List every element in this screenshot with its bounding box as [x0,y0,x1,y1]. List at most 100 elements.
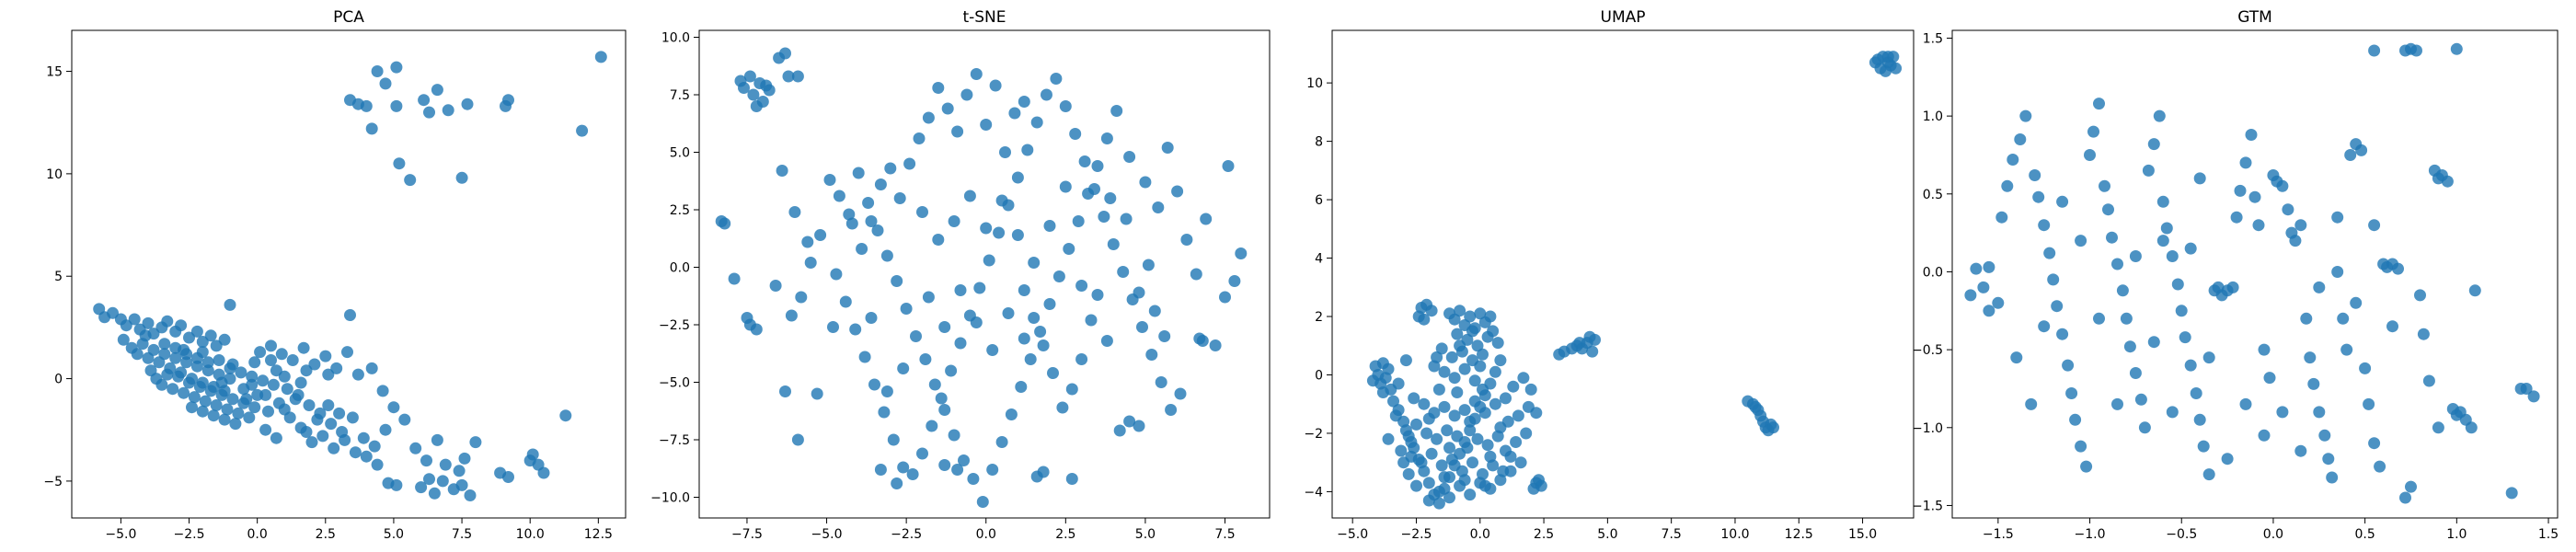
scatter-point [2405,480,2417,493]
scatter-point [289,393,302,406]
scatter-point [1037,339,1050,351]
scatter-point [379,77,392,90]
y-tick-label: 0 [1315,368,1323,383]
scatter-point [2025,397,2038,410]
scatter-point [232,407,245,420]
scatter-point [117,333,130,346]
y-tick-label: 2 [1315,310,1323,325]
scatter-point [594,51,607,63]
scatter-point [999,146,1011,158]
x-tick-label: −5.0 [1337,527,1368,542]
scatter-point [1586,345,1599,358]
scatter-point [1065,473,1078,485]
scatter-point [1977,281,1990,293]
scatter-point [346,411,359,424]
scatter-point [1075,353,1088,365]
scatter-point [980,119,993,131]
scatter-point [2313,406,2326,419]
scatter-point [2386,320,2398,333]
scatter-point [2166,406,2179,419]
scatter-point [980,222,993,235]
subplot-tsne: t-SNE −7.5 −5.0 −2.5 0.0 2.5 5.0 7.5 −10.0 −7.5 −… [650,8,1271,542]
scatter-point [360,99,373,112]
scatter-point [2147,336,2160,349]
scatter-point [2468,284,2481,297]
scatter-point [278,370,291,383]
scatter-point [995,436,1008,448]
scatter-point [1091,160,1104,172]
scatter-point [2368,219,2381,232]
scatter-point [2190,387,2202,399]
scatter-point [1471,339,1484,352]
scatter-point [1405,436,1418,448]
scatter-point [858,351,871,363]
scatter-point [2111,397,2123,410]
scatter-point [155,378,168,391]
scatter-point [849,323,862,336]
scatter-point [2051,300,2064,313]
scatter-point [1533,474,1545,487]
scatter-point [926,420,938,432]
scatter-point [243,411,256,424]
scatter-point [303,399,316,411]
scatter-point [229,418,242,431]
scatter-point [891,477,903,489]
x-tick-label: 5.0 [1135,527,1156,542]
scatter-point [856,243,868,255]
scatter-point [1478,479,1491,492]
scatter-point [502,94,514,107]
scatter-point [2221,453,2234,466]
scatter-point [900,303,913,315]
scatter-point [2399,491,2411,504]
x-tick-label: 10.0 [516,527,545,542]
scatter-point [262,405,274,418]
scatter-point [2258,343,2271,356]
x-tick-label: 1.0 [2446,527,2467,542]
scatter-point [719,217,731,230]
scatter-point [213,354,225,366]
scatter-point [2359,362,2372,374]
scatter-point [1123,415,1136,428]
scatter-point [1448,372,1461,385]
scatter-point [785,309,798,322]
scatter-point [297,341,310,354]
scatter-point [196,336,209,348]
x-tick-label: −5.0 [811,527,843,542]
scatter-point [1484,310,1497,323]
scatter-point [235,366,247,379]
scatter-point [1050,73,1063,85]
scatter-point [404,174,417,187]
scatter-point [270,364,282,377]
x-tick-label: 0.5 [2355,527,2375,542]
scatter-point [1749,400,1762,413]
scatter-point [2202,351,2215,364]
scatter-point [1527,482,1540,495]
scatter-point [2080,460,2093,473]
scatter-point [139,329,152,342]
scatter-point [2075,235,2087,247]
scatter-point [1451,386,1464,398]
scatter-point [1767,421,1779,434]
scatter-point [1970,262,1983,275]
scatter-point [1065,383,1078,396]
scatter-point [2142,164,2155,177]
scatter-point [1015,381,1028,393]
scatter-point [158,338,171,351]
scatter-point [1992,296,2005,309]
scatter-point [248,356,261,369]
scatter-point [218,413,231,426]
scatter-point [423,106,435,119]
y-tick-label: 10 [46,167,63,182]
scatter-point [916,447,928,460]
scatter-point [204,329,217,342]
scatter-point [439,458,452,471]
scatter-point [1392,377,1405,390]
scatter-point [814,229,827,241]
scatter-point [963,190,976,202]
scatter-point [2350,296,2363,309]
scatter-point [537,466,550,479]
scatter-point [1133,420,1145,432]
subplot-title: UMAP [1601,8,1646,27]
scatter-point [1382,362,1395,375]
